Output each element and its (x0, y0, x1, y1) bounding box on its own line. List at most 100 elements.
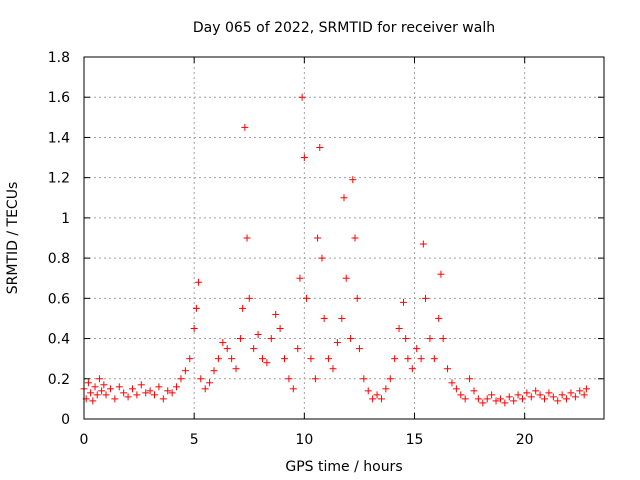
data-point (95, 375, 103, 383)
y-axis-title: SRMTID / TECUs (5, 182, 21, 295)
data-point (239, 304, 247, 312)
data-point (422, 294, 430, 302)
data-point (333, 339, 341, 347)
data-point (353, 294, 361, 302)
data-point (435, 314, 443, 322)
data-point (93, 391, 101, 399)
data-point (128, 385, 136, 393)
data-point (369, 395, 377, 403)
data-point (219, 339, 227, 347)
data-point (272, 310, 280, 318)
data-point (558, 391, 566, 399)
data-point (159, 395, 167, 403)
data-point (314, 234, 322, 242)
data-point (181, 367, 189, 375)
data-point (245, 294, 253, 302)
data-point (155, 383, 163, 391)
data-point (340, 194, 348, 202)
data-point (102, 391, 110, 399)
data-point (137, 381, 145, 389)
x-tick-label: 10 (295, 432, 313, 448)
data-point (173, 383, 181, 391)
data-point (444, 365, 452, 373)
data-point (124, 393, 132, 401)
data-point (338, 314, 346, 322)
data-point (479, 399, 487, 407)
data-point (417, 355, 425, 363)
data-point (296, 274, 304, 282)
data-point (514, 391, 522, 399)
y-tick-label: 1.8 (48, 50, 70, 66)
y-tick-label: 1 (61, 211, 70, 227)
data-point (523, 389, 531, 397)
data-point (84, 379, 92, 387)
data-point (168, 389, 176, 397)
data-point (276, 325, 284, 332)
data-point (263, 359, 271, 367)
x-tick-label: 0 (80, 432, 89, 448)
data-point (258, 355, 266, 363)
data-point (474, 395, 482, 403)
data-point (580, 391, 588, 399)
data-point (177, 375, 185, 383)
data-point (492, 397, 500, 405)
data-point (206, 379, 214, 387)
data-point (466, 375, 474, 383)
data-point (311, 375, 319, 383)
data-point (351, 234, 359, 242)
data-point (349, 176, 357, 184)
data-point (364, 387, 372, 395)
data-point (254, 331, 262, 339)
data-point (545, 389, 553, 397)
data-point (201, 385, 209, 393)
data-point (243, 234, 251, 242)
data-point (98, 387, 106, 395)
data-point (228, 355, 236, 363)
data-point (267, 335, 275, 343)
data-point (91, 383, 99, 391)
data-point (536, 391, 544, 399)
data-point (192, 304, 200, 312)
data-point (100, 381, 108, 389)
data-point (483, 395, 491, 403)
data-point (298, 93, 306, 101)
grid-layer (84, 57, 604, 419)
data-point (377, 395, 385, 403)
data-point (567, 389, 575, 397)
data-point (496, 395, 504, 403)
x-tick-label: 20 (516, 432, 534, 448)
data-point (355, 345, 363, 353)
data-point (195, 278, 203, 286)
data-point (452, 385, 460, 393)
data-layer (80, 93, 590, 407)
y-tick-label: 0.8 (48, 251, 70, 267)
data-point (518, 395, 526, 403)
y-tick-label: 1.4 (48, 130, 70, 146)
data-point (106, 385, 114, 393)
x-axis-title: GPS time / hours (285, 459, 402, 475)
data-point (320, 314, 328, 322)
data-point (457, 391, 465, 399)
data-point (571, 393, 579, 401)
y-tick-label: 0.4 (48, 332, 70, 348)
data-point (223, 345, 231, 353)
data-point (399, 298, 407, 306)
data-point (461, 395, 469, 403)
data-point (318, 254, 326, 262)
data-point (391, 355, 399, 363)
data-point (214, 355, 222, 363)
data-point (197, 375, 205, 383)
x-tick-label: 15 (406, 432, 424, 448)
data-point (294, 345, 302, 353)
data-point (300, 154, 308, 162)
data-point (325, 355, 333, 363)
data-point (527, 393, 535, 401)
data-point (115, 383, 123, 391)
data-point (289, 385, 297, 393)
data-point (151, 391, 159, 399)
data-point (146, 387, 154, 395)
data-point (576, 387, 584, 395)
data-point (281, 355, 289, 363)
data-point (120, 389, 128, 397)
